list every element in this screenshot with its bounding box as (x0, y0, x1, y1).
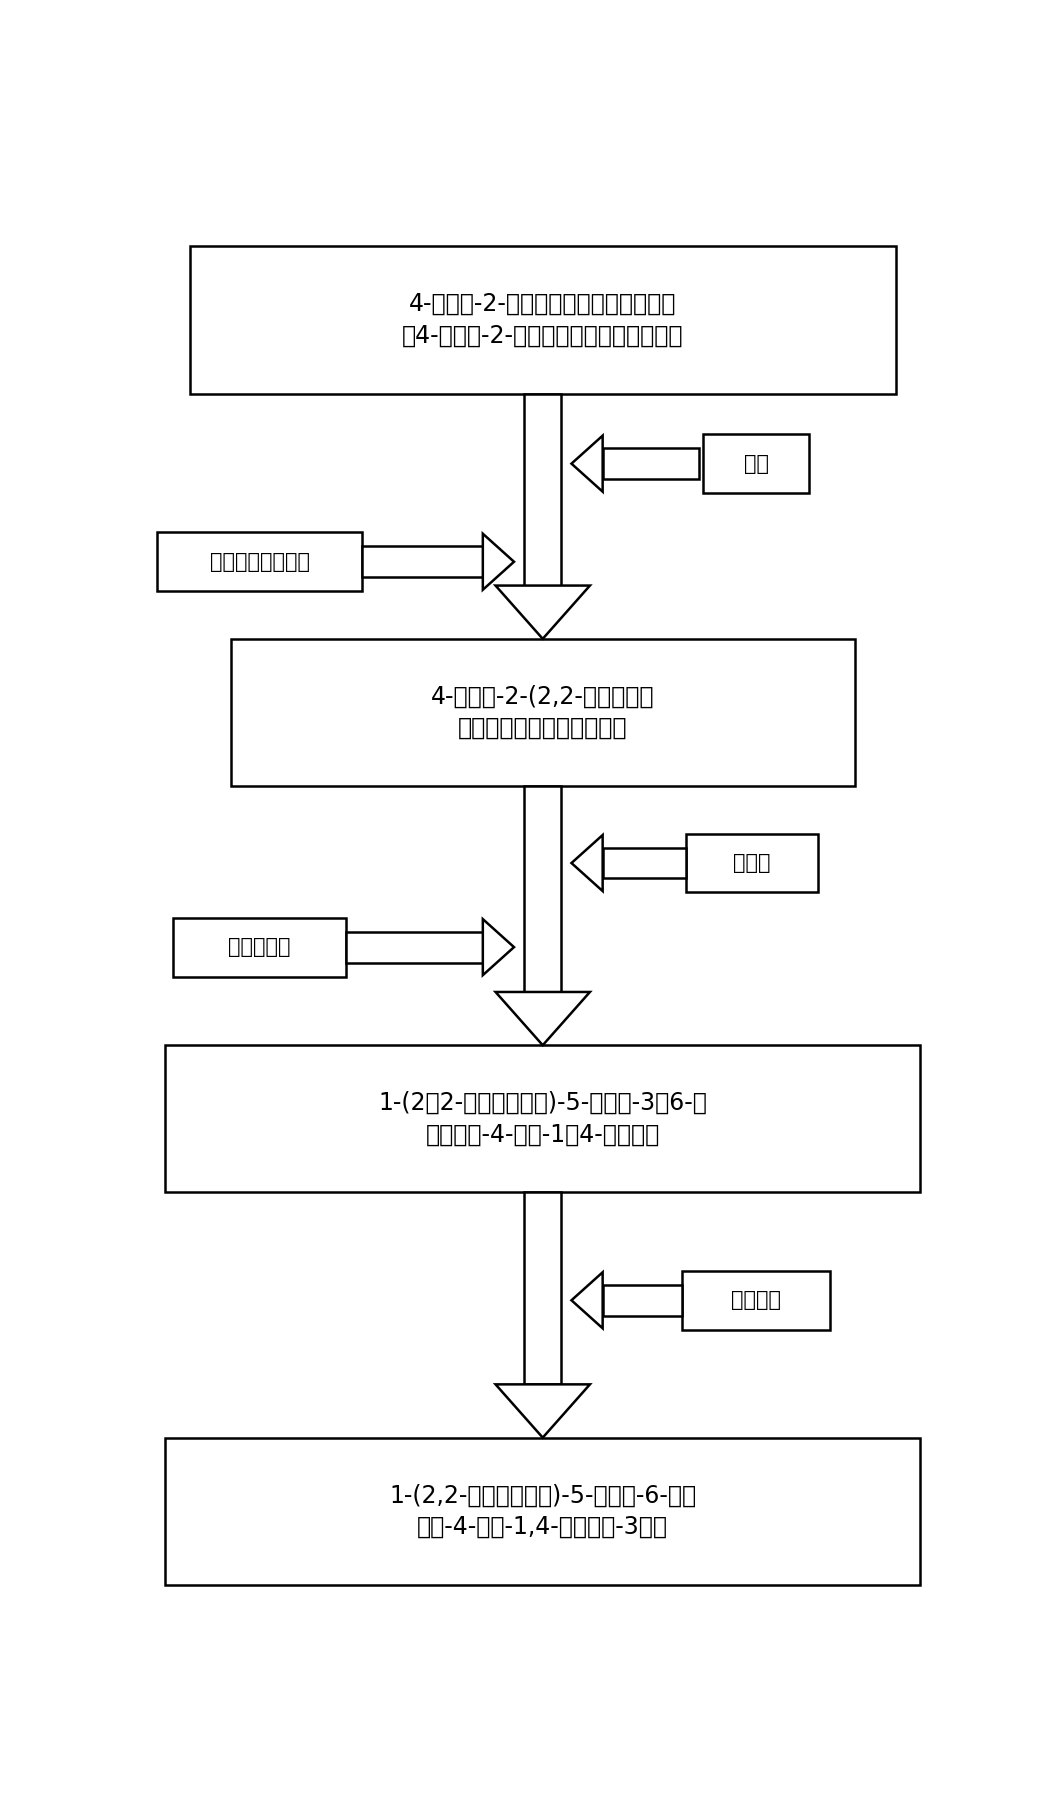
Bar (603, 848, 686, 879)
FancyBboxPatch shape (686, 834, 818, 892)
FancyBboxPatch shape (165, 1045, 920, 1192)
Text: 1-(2，2-二甲氧基乙基)-5-甲氧基-3，6-二
甲氧羰基-4-氧代-1，4-二氢吡啶: 1-(2，2-二甲氧基乙基)-5-甲氧基-3，6-二 甲氧羰基-4-氧代-1，4… (378, 1090, 707, 1147)
FancyBboxPatch shape (231, 639, 855, 786)
Bar (362, 546, 483, 577)
Text: 氨基乙醛缩二甲醇: 氨基乙醛缩二甲醇 (210, 551, 309, 571)
FancyBboxPatch shape (190, 246, 896, 393)
FancyBboxPatch shape (165, 1438, 920, 1585)
FancyBboxPatch shape (703, 435, 809, 493)
Text: 氢氧化钠: 氢氧化钠 (731, 1290, 782, 1310)
Bar (345, 932, 483, 963)
Bar (603, 1285, 682, 1316)
FancyBboxPatch shape (682, 1270, 830, 1330)
Bar (524, 786, 561, 992)
Bar (524, 1192, 561, 1385)
Polygon shape (496, 992, 590, 1045)
Bar (603, 448, 699, 479)
FancyBboxPatch shape (174, 917, 345, 977)
Text: 4-甲氧基-2-(2,2-二甲氧基乙
氨基）亚甲基乙酰乙酸甲酯: 4-甲氧基-2-(2,2-二甲氧基乙 氨基）亚甲基乙酰乙酸甲酯 (431, 684, 654, 741)
Polygon shape (572, 835, 603, 892)
Polygon shape (572, 1272, 603, 1329)
Polygon shape (572, 435, 603, 491)
Text: 甲醇钠: 甲醇钠 (733, 854, 771, 874)
Polygon shape (483, 533, 514, 590)
Polygon shape (496, 1385, 590, 1438)
FancyBboxPatch shape (157, 531, 362, 592)
Text: 1-(2,2-二甲氧基乙基)-5-甲氧基-6-甲氧
羰基-4-氧代-1,4-二氢吡啶-3羧酸: 1-(2,2-二甲氧基乙基)-5-甲氧基-6-甲氧 羰基-4-氧代-1,4-二氢… (389, 1483, 697, 1540)
Text: 草酸二甲酯: 草酸二甲酯 (229, 937, 291, 957)
Polygon shape (483, 919, 514, 976)
Polygon shape (496, 586, 590, 639)
Bar (524, 393, 561, 586)
Text: 4-甲氧基-2-甲氧基亚甲基乙酰乙酸甲酯
或4-甲氧基-2-乙氧基亚甲基乙酰乙酸甲酯: 4-甲氧基-2-甲氧基亚甲基乙酰乙酸甲酯 或4-甲氧基-2-乙氧基亚甲基乙酰乙酸… (402, 293, 683, 348)
Text: 甲醇: 甲醇 (743, 453, 769, 473)
